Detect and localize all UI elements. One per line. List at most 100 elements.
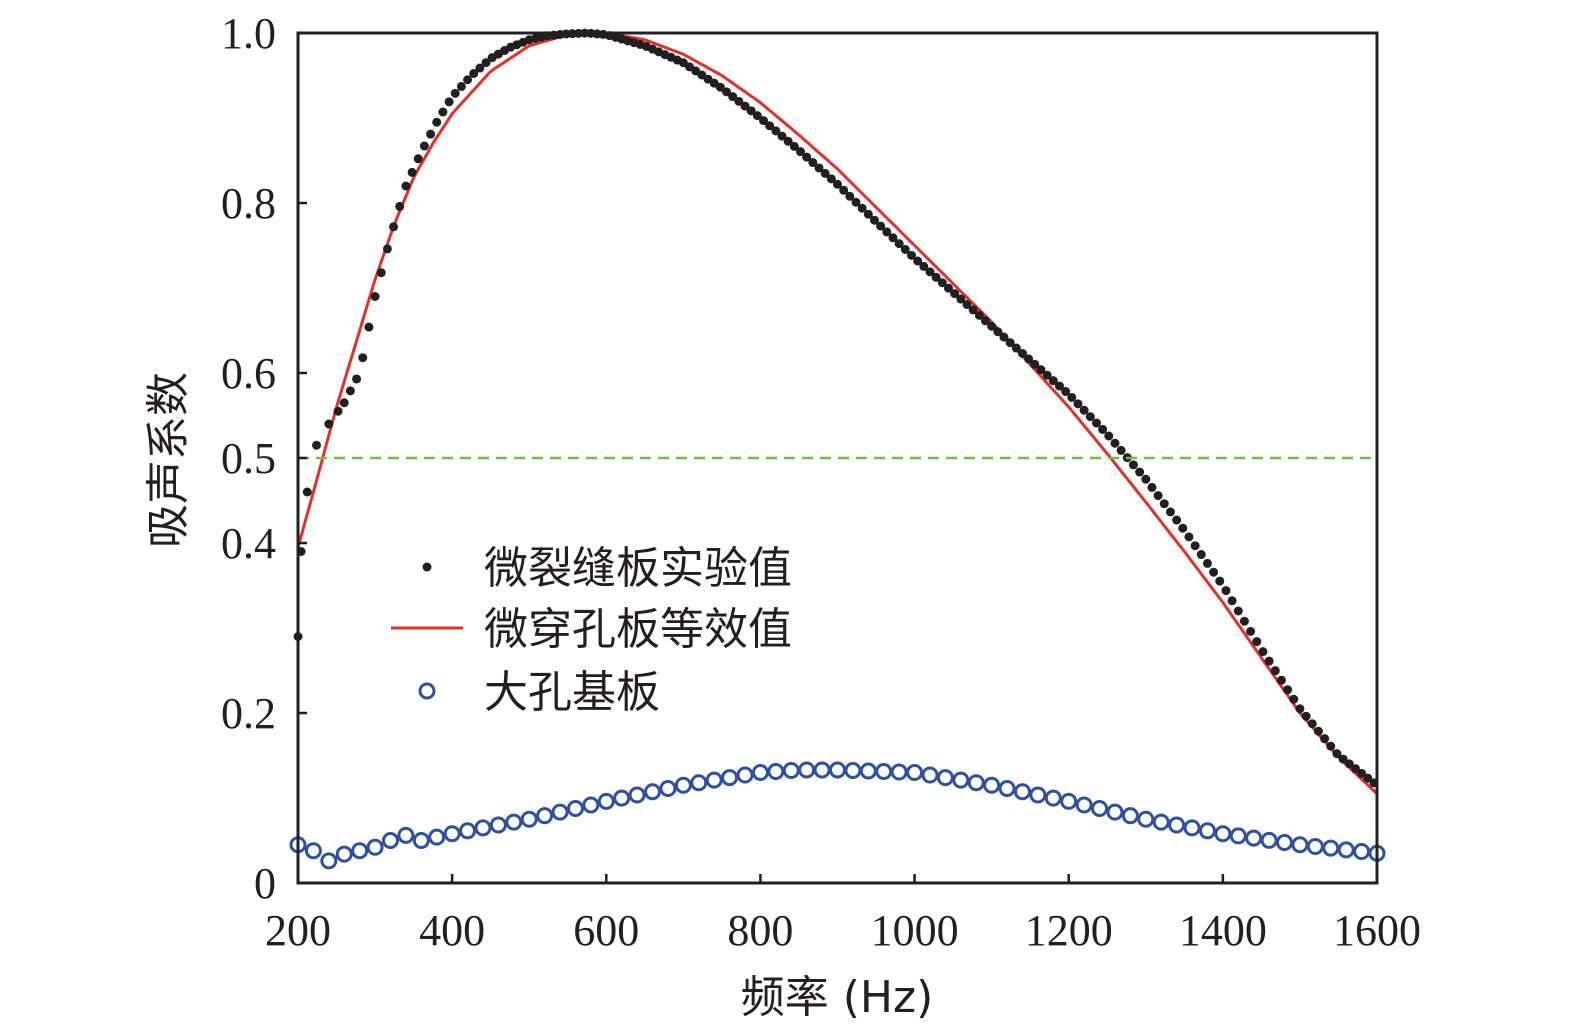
y-tick-label: 0.8 <box>221 179 276 228</box>
point-experimental <box>1270 666 1280 676</box>
point-large-hole <box>659 779 677 797</box>
point-large-hole <box>474 819 492 837</box>
point-experimental <box>759 116 769 126</box>
legend-label-experimental: 微裂缝板实验值 <box>484 543 792 594</box>
point-experimental <box>833 179 842 189</box>
y-axis-title: 吸声系数 <box>143 372 194 548</box>
point-experimental <box>1172 515 1182 525</box>
point-experimental <box>1258 647 1268 657</box>
point-experimental <box>1091 418 1101 428</box>
point-large-hole <box>1106 803 1124 821</box>
point-experimental <box>814 163 824 173</box>
point-large-hole <box>1044 789 1062 807</box>
point-experimental <box>1233 606 1243 616</box>
y-tick-label: 0.5 <box>221 434 276 483</box>
point-experimental <box>1227 596 1237 606</box>
point-large-hole <box>397 826 415 844</box>
point-experimental <box>1030 359 1040 369</box>
point-large-hole <box>1260 831 1278 849</box>
point-experimental <box>1338 754 1348 764</box>
point-experimental <box>1135 467 1145 477</box>
point-experimental <box>1005 338 1015 348</box>
point-experimental <box>894 239 904 249</box>
point-experimental <box>1276 675 1286 685</box>
point-large-hole <box>983 776 1001 794</box>
point-experimental <box>1048 376 1058 386</box>
point-large-hole <box>813 761 831 779</box>
point-experimental <box>974 310 984 320</box>
point-experimental <box>765 121 775 131</box>
point-large-hole <box>428 828 446 846</box>
point-experimental <box>456 82 466 92</box>
point-large-hole <box>952 771 970 789</box>
point-experimental <box>1017 348 1027 358</box>
y-tick-label: 0.6 <box>221 349 276 398</box>
point-experimental <box>1147 482 1157 492</box>
point-experimental <box>826 174 836 184</box>
point-experimental <box>888 233 898 243</box>
point-experimental <box>1061 387 1071 397</box>
point-experimental <box>1190 541 1200 551</box>
point-experimental <box>956 294 966 304</box>
point-experimental <box>333 406 343 416</box>
point-experimental <box>820 168 830 178</box>
point-large-hole <box>674 776 692 794</box>
point-large-hole <box>520 810 538 828</box>
point-large-hole <box>1291 836 1309 854</box>
x-axis-title: 频率 (Hz) <box>741 972 934 1023</box>
series-layer <box>289 28 1386 870</box>
point-experimental <box>1307 719 1317 729</box>
point-experimental <box>1295 704 1305 714</box>
point-large-hole <box>320 852 338 870</box>
point-experimental <box>1079 405 1089 415</box>
point-large-hole <box>829 761 846 779</box>
point-large-hole <box>906 764 924 781</box>
point-experimental <box>1202 558 1212 568</box>
point-experimental <box>1289 694 1299 704</box>
point-large-hole <box>736 766 754 784</box>
point-large-hole <box>859 762 877 780</box>
point-experimental <box>1301 711 1311 721</box>
point-experimental <box>882 227 892 237</box>
point-experimental <box>839 185 849 195</box>
y-tick-label: 0.2 <box>221 689 276 738</box>
point-large-hole <box>1137 810 1155 828</box>
point-large-hole <box>1276 834 1294 852</box>
point-experimental <box>364 322 374 332</box>
point-experimental <box>925 267 935 277</box>
point-experimental <box>1326 741 1336 751</box>
point-experimental <box>413 154 423 164</box>
point-experimental <box>1283 685 1293 695</box>
point-large-hole <box>1121 807 1139 825</box>
point-large-hole <box>489 816 507 834</box>
point-experimental <box>1264 656 1274 666</box>
point-experimental <box>438 107 448 117</box>
point-large-hole <box>505 813 523 831</box>
x-tick-label: 800 <box>727 906 793 955</box>
point-experimental <box>1239 616 1249 626</box>
point-experimental <box>345 386 355 396</box>
point-experimental <box>1344 759 1354 769</box>
point-experimental <box>407 167 417 177</box>
point-experimental <box>352 374 362 384</box>
point-experimental <box>740 101 750 111</box>
point-experimental <box>1209 567 1219 577</box>
point-experimental <box>444 97 454 107</box>
point-experimental <box>789 141 799 151</box>
point-experimental <box>857 203 867 213</box>
point-experimental <box>389 222 399 232</box>
point-large-hole <box>705 771 723 789</box>
point-large-hole <box>1013 783 1031 801</box>
point-large-hole <box>1229 827 1247 845</box>
line-equivalent <box>296 31 1379 795</box>
point-experimental <box>370 292 380 301</box>
point-experimental <box>993 327 1003 337</box>
point-large-hole <box>551 803 569 821</box>
point-experimental <box>1215 576 1225 586</box>
point-large-hole <box>967 774 985 792</box>
point-large-hole <box>459 822 477 840</box>
point-large-hole <box>1168 816 1186 834</box>
point-experimental <box>426 129 436 139</box>
point-experimental <box>1252 637 1262 647</box>
point-experimental <box>376 268 386 278</box>
